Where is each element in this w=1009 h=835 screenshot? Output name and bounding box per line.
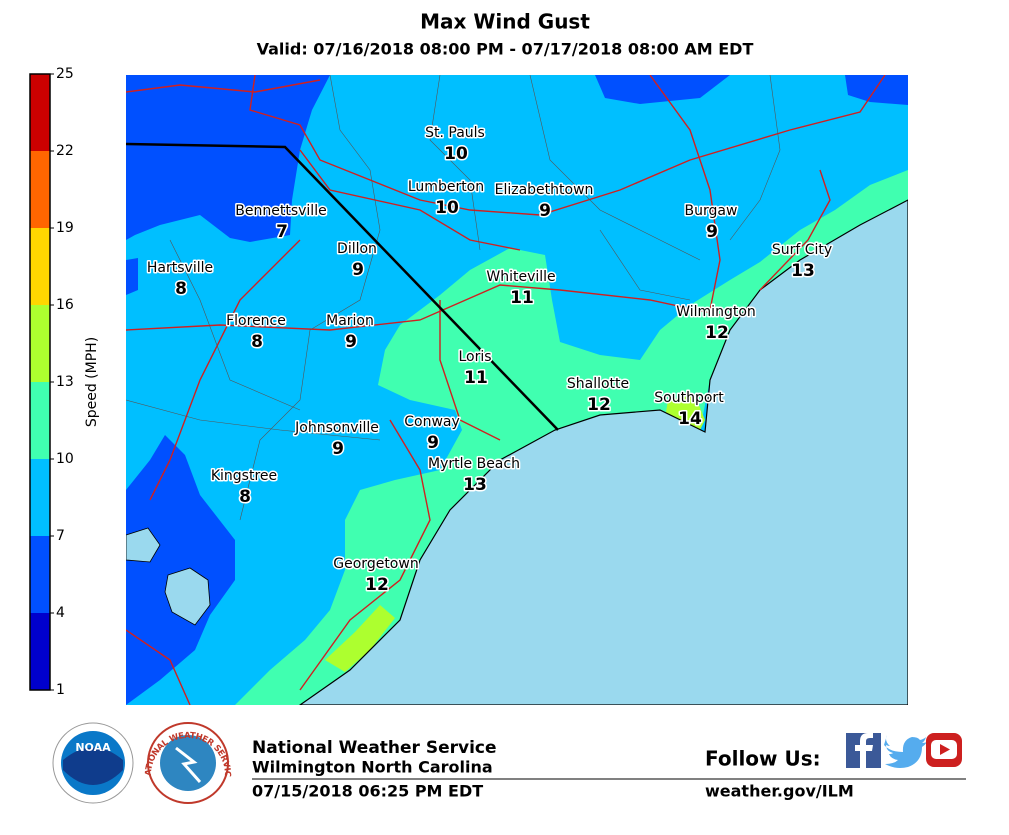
city-value: 8 [239, 487, 251, 507]
city-name: Bennettsville [235, 203, 326, 219]
colorbar-band [30, 228, 50, 305]
state-line [126, 142, 559, 431]
city-value: 12 [587, 395, 611, 415]
city-name: Lumberton [408, 179, 484, 195]
city-name: Southport [654, 390, 724, 406]
city-name: Loris [458, 349, 491, 365]
colorbar-tick-label: 22 [56, 143, 74, 159]
city-name: Kingstree [211, 468, 277, 484]
city-name: St. Pauls [425, 125, 485, 141]
city-name: Hartsville [147, 260, 213, 276]
city-value: 11 [464, 368, 488, 388]
city-labels: St. Pauls 10 Lumberton 10 Elizabethtown 9 Burg… [145, 124, 833, 597]
colorbar-tick-label: 10 [56, 451, 74, 467]
colorbar-tick-label: 19 [56, 220, 74, 236]
city-name: Conway [404, 414, 460, 430]
follow-us: Follow Us: [705, 747, 821, 771]
ocean [298, 199, 908, 705]
colorbar-band [30, 74, 50, 151]
city-value: 7 [276, 222, 288, 242]
colorbar-label: Speed (MPH) [84, 337, 100, 427]
city-value: 14 [678, 409, 702, 429]
city-name: Marion [326, 313, 374, 329]
colorbar-tick-label: 4 [56, 605, 65, 621]
title: Max Wind Gust [420, 10, 590, 34]
city-name: Myrtle Beach [428, 456, 520, 472]
colorbar-band [30, 459, 50, 536]
colorbar-tick-label: 25 [56, 66, 74, 82]
city-value: 10 [435, 198, 459, 218]
city-value: 9 [427, 433, 439, 453]
strong-wind-area [325, 605, 395, 672]
city-name: Johnsonville [294, 420, 379, 436]
city-value: 9 [345, 332, 357, 352]
city-value: 12 [705, 323, 729, 343]
colorbar-tick-label: 13 [56, 374, 74, 390]
noaa-logo: NOAA [52, 722, 134, 804]
colorbar-band [30, 151, 50, 228]
colorbar-tick-label: 1 [56, 682, 65, 698]
city-name: Georgetown [333, 556, 418, 572]
city-name: Florence [226, 313, 286, 329]
roads [126, 75, 886, 705]
city-value: 9 [332, 439, 344, 459]
city-value: 9 [706, 222, 718, 242]
facebook-icon-glyph[interactable] [855, 733, 873, 768]
low-wind-area [126, 258, 138, 295]
city-value: 9 [352, 260, 364, 280]
youtube-icon-play[interactable] [940, 744, 950, 755]
city-value: 9 [539, 201, 551, 221]
colorbar-band [30, 536, 50, 613]
city-name: Elizabethtown [495, 182, 594, 198]
city-value: 12 [365, 575, 389, 595]
nws-logo-bolt [175, 746, 202, 783]
city-value: 13 [791, 261, 815, 281]
colorbar-tick-label: 7 [56, 528, 65, 544]
city-value: 10 [444, 144, 468, 164]
lake [164, 567, 211, 626]
subtitle: Valid: 07/16/2018 08:00 PM - 07/17/2018 … [257, 40, 754, 59]
city-value: 8 [175, 279, 187, 299]
low-wind-area [126, 75, 330, 242]
issued-time: 07/15/2018 06:25 PM EDT [252, 782, 483, 801]
low-wind-area [126, 435, 235, 705]
moderate-wind-area [235, 170, 908, 705]
city-name: Whiteville [486, 269, 555, 285]
county-lines [126, 75, 781, 521]
colorbar-band [30, 613, 50, 690]
website: weather.gov/ILM [705, 782, 854, 801]
youtube-icon[interactable] [926, 733, 962, 767]
facebook-icon[interactable] [846, 733, 881, 768]
noaa-logo-bird [63, 747, 123, 785]
city-name: Burgaw [685, 203, 738, 219]
city-value: 11 [510, 288, 534, 308]
twitter-icon[interactable] [884, 735, 927, 768]
lake [126, 527, 161, 563]
colorbar-band [30, 382, 50, 459]
colorbar: 1 4 7 10 13 16 19 22 25 [29, 66, 74, 698]
low-wind-area [845, 75, 908, 105]
map [126, 75, 908, 705]
city-name: Shallotte [567, 376, 629, 392]
colorbar-tick-label: 16 [56, 297, 74, 313]
twitter-icon-glyph[interactable] [884, 735, 927, 768]
office: Wilmington North Carolina [252, 758, 493, 777]
city-name: Surf City [772, 242, 832, 258]
city-name: Wilmington [676, 304, 756, 320]
colorbar-band [30, 305, 50, 382]
city-name: Dillon [337, 241, 377, 257]
low-wind-area [595, 75, 730, 104]
city-value: 8 [251, 332, 263, 352]
agency: National Weather Service [252, 738, 497, 758]
city-value: 13 [463, 475, 487, 495]
noaa-logo-text: NOAA [75, 741, 111, 754]
